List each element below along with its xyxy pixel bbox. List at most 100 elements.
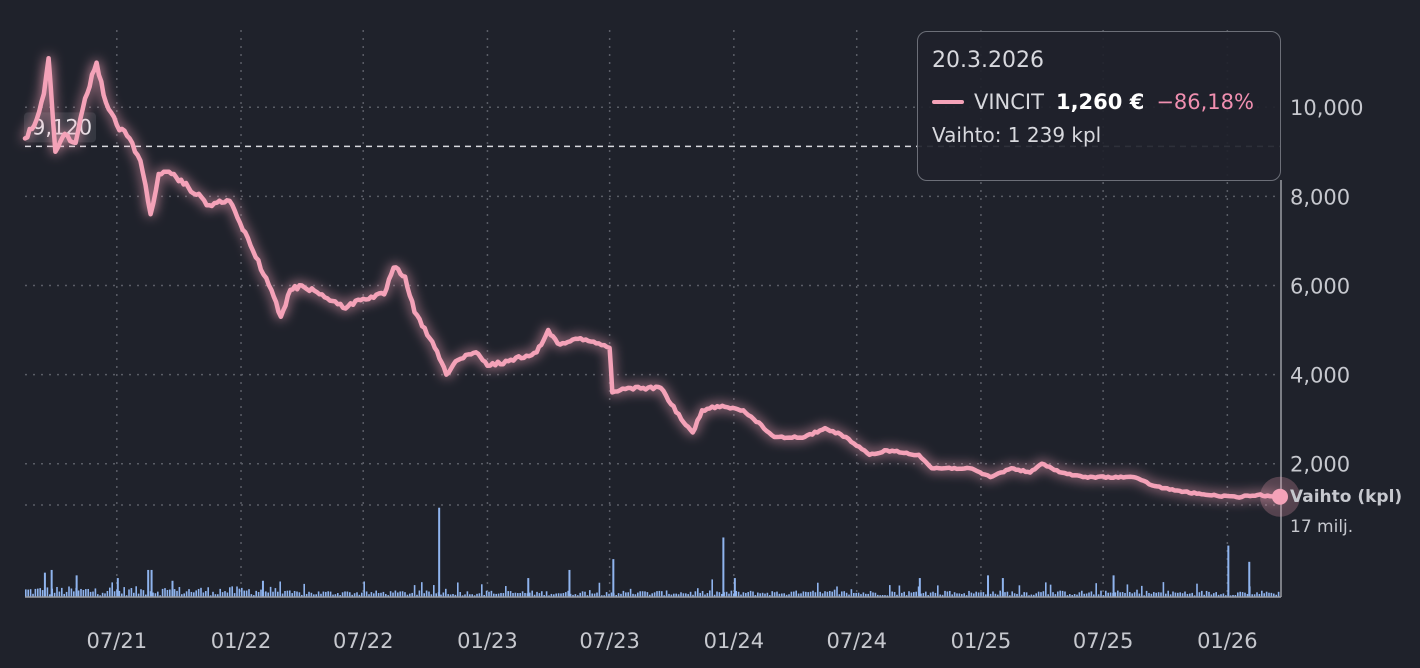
volume-bar — [349, 592, 351, 597]
volume-bar — [555, 593, 557, 597]
volume-bar — [202, 592, 205, 597]
volume-bar — [1105, 590, 1107, 597]
volume-bar — [438, 507, 441, 597]
volume-bar — [1179, 592, 1181, 597]
volume-bar — [459, 592, 461, 597]
volume-bar — [730, 590, 733, 597]
volume-bar — [845, 592, 848, 597]
volume-bar — [1117, 590, 1119, 597]
volume-bar — [977, 592, 980, 597]
volume-bar — [694, 591, 697, 597]
volume-bar — [673, 593, 675, 597]
volume-bar — [245, 590, 248, 597]
volume-bar — [193, 592, 195, 597]
volume-bar — [75, 575, 78, 597]
volume-bar — [713, 594, 716, 597]
volume-bar — [793, 591, 795, 597]
volume-bar — [795, 590, 797, 597]
volume-bar — [829, 590, 831, 597]
volume-axis-max-label: 17 milj. — [1290, 517, 1353, 537]
volume-bar — [1037, 591, 1040, 597]
volume-bar — [483, 594, 485, 597]
volume-bar — [617, 593, 620, 597]
volume-bar — [341, 592, 344, 597]
volume-bar — [1049, 584, 1052, 597]
volume-bar — [641, 591, 644, 597]
volume-bar — [1145, 590, 1148, 597]
volume-bar — [584, 591, 586, 597]
volume-bar — [401, 591, 404, 597]
volume-bar — [445, 588, 447, 597]
volume-bar — [337, 593, 339, 597]
volume-bar — [1057, 591, 1059, 597]
volume-bar — [718, 592, 721, 597]
volume-bar — [1157, 592, 1160, 597]
volume-bar — [113, 591, 116, 597]
x-tick-label: 01/26 — [1197, 629, 1258, 653]
volume-bar — [89, 591, 92, 597]
volume-bar — [663, 595, 665, 597]
volume-bar — [1059, 590, 1061, 597]
volume-bar — [1277, 591, 1280, 597]
volume-bar — [1090, 591, 1093, 597]
volume-bar — [269, 586, 272, 597]
volume-bar — [1136, 589, 1138, 597]
volume-bar — [589, 590, 591, 597]
volume-bar — [1177, 592, 1179, 597]
volume-bar — [1045, 582, 1047, 597]
volume-bar — [939, 594, 941, 597]
volume-bar — [301, 594, 303, 597]
volume-bar — [557, 593, 560, 597]
volume-bar — [1025, 592, 1028, 597]
volume-bar — [817, 582, 819, 597]
volume-bar — [27, 589, 29, 597]
volume-bar — [536, 591, 538, 597]
price-series — [22, 55, 1300, 517]
volume-bar — [709, 590, 711, 597]
volume-bar — [685, 593, 687, 597]
volume-bar — [908, 591, 910, 597]
volume-bar — [1042, 591, 1045, 597]
volume-bar — [1138, 593, 1141, 597]
volume-bar — [195, 590, 197, 597]
volume-bar — [241, 587, 243, 597]
volume-bar — [128, 589, 130, 597]
volume-bar — [783, 593, 785, 597]
tooltip-price: 1,260 € — [1055, 90, 1145, 114]
tooltip-change: −86,18% — [1156, 90, 1254, 114]
volume-bar — [77, 590, 80, 597]
volume-bar — [1273, 593, 1275, 597]
volume-bar — [802, 591, 805, 597]
volume-bar — [550, 593, 553, 597]
volume-bar — [1172, 591, 1174, 597]
volume-bar — [433, 585, 435, 597]
volume-bar — [495, 593, 497, 597]
volume-bar — [586, 595, 589, 597]
volume-bar — [1066, 595, 1069, 597]
volume-bar — [625, 592, 627, 597]
volume-bar — [980, 592, 982, 597]
volume-bar — [265, 591, 267, 597]
volume-bar — [711, 579, 713, 597]
volume-bar — [250, 594, 253, 597]
volume-bar — [99, 595, 101, 597]
volume-bar — [689, 591, 692, 597]
volume-bar — [109, 587, 111, 597]
volume-bar — [562, 593, 565, 597]
volume-bar — [1244, 592, 1246, 597]
volume-bar — [612, 559, 615, 597]
tooltip-series-row: VINCIT 1,260 € −86,18% — [932, 87, 1266, 117]
volume-bar — [188, 589, 190, 597]
volume-bar — [493, 593, 495, 597]
volume-bar — [1023, 592, 1025, 597]
volume-bar — [809, 591, 812, 597]
volume-bar — [392, 592, 394, 597]
volume-bar — [929, 592, 932, 597]
volume-bar — [687, 594, 689, 597]
volume-bar — [857, 592, 860, 597]
volume-bar — [221, 592, 224, 597]
volume-bar — [385, 593, 387, 597]
volume-bar — [637, 592, 639, 597]
tooltip-ticker: VINCIT — [974, 90, 1044, 114]
volume-bar — [1265, 591, 1268, 597]
